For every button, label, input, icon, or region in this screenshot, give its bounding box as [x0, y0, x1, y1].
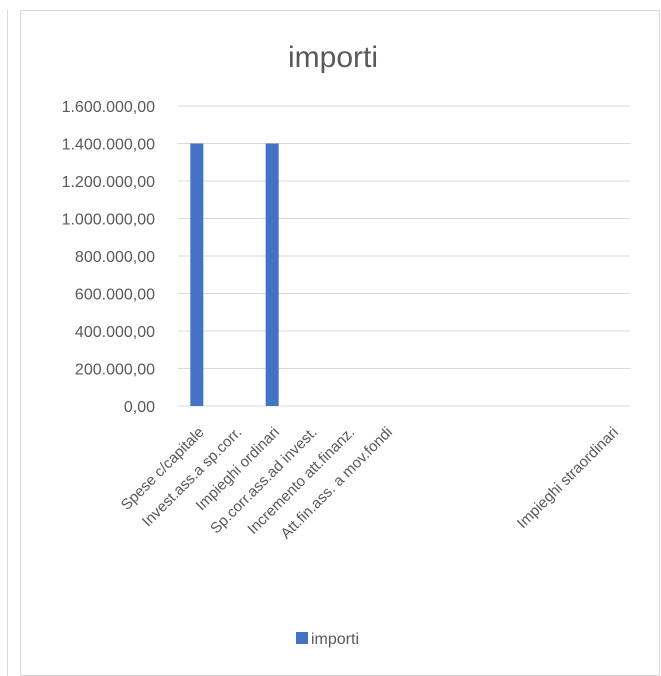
- bar: [190, 143, 204, 406]
- x-category-label: Impieghi straordinari: [514, 424, 622, 532]
- y-tick-label: 600.000,00: [75, 287, 155, 304]
- y-tick-label: 1.000.000,00: [62, 212, 156, 229]
- legend-swatch: [296, 632, 308, 644]
- y-tick-label: 1.600.000,00: [62, 99, 156, 116]
- legend-label: importi: [311, 631, 359, 648]
- bars: [190, 143, 279, 406]
- y-tick-label: 0,00: [124, 399, 155, 416]
- adjacent-panel-edge: [0, 10, 8, 676]
- y-tick-label: 400.000,00: [75, 324, 155, 341]
- y-tick-label: 1.200.000,00: [62, 174, 156, 191]
- y-tick-label: 1.400.000,00: [62, 137, 156, 154]
- grid-lines: [178, 105, 630, 407]
- chart-area: [20, 10, 660, 676]
- y-tick-label: 800.000,00: [75, 249, 155, 266]
- y-tick-label: 200.000,00: [75, 362, 155, 379]
- legend: importi: [296, 631, 359, 648]
- y-axis-tick-labels: 0,00 200.000,00 400.000,00 600.000,00 800.00…: [62, 99, 156, 416]
- chart-title: importi: [288, 41, 378, 74]
- bar: [265, 143, 279, 406]
